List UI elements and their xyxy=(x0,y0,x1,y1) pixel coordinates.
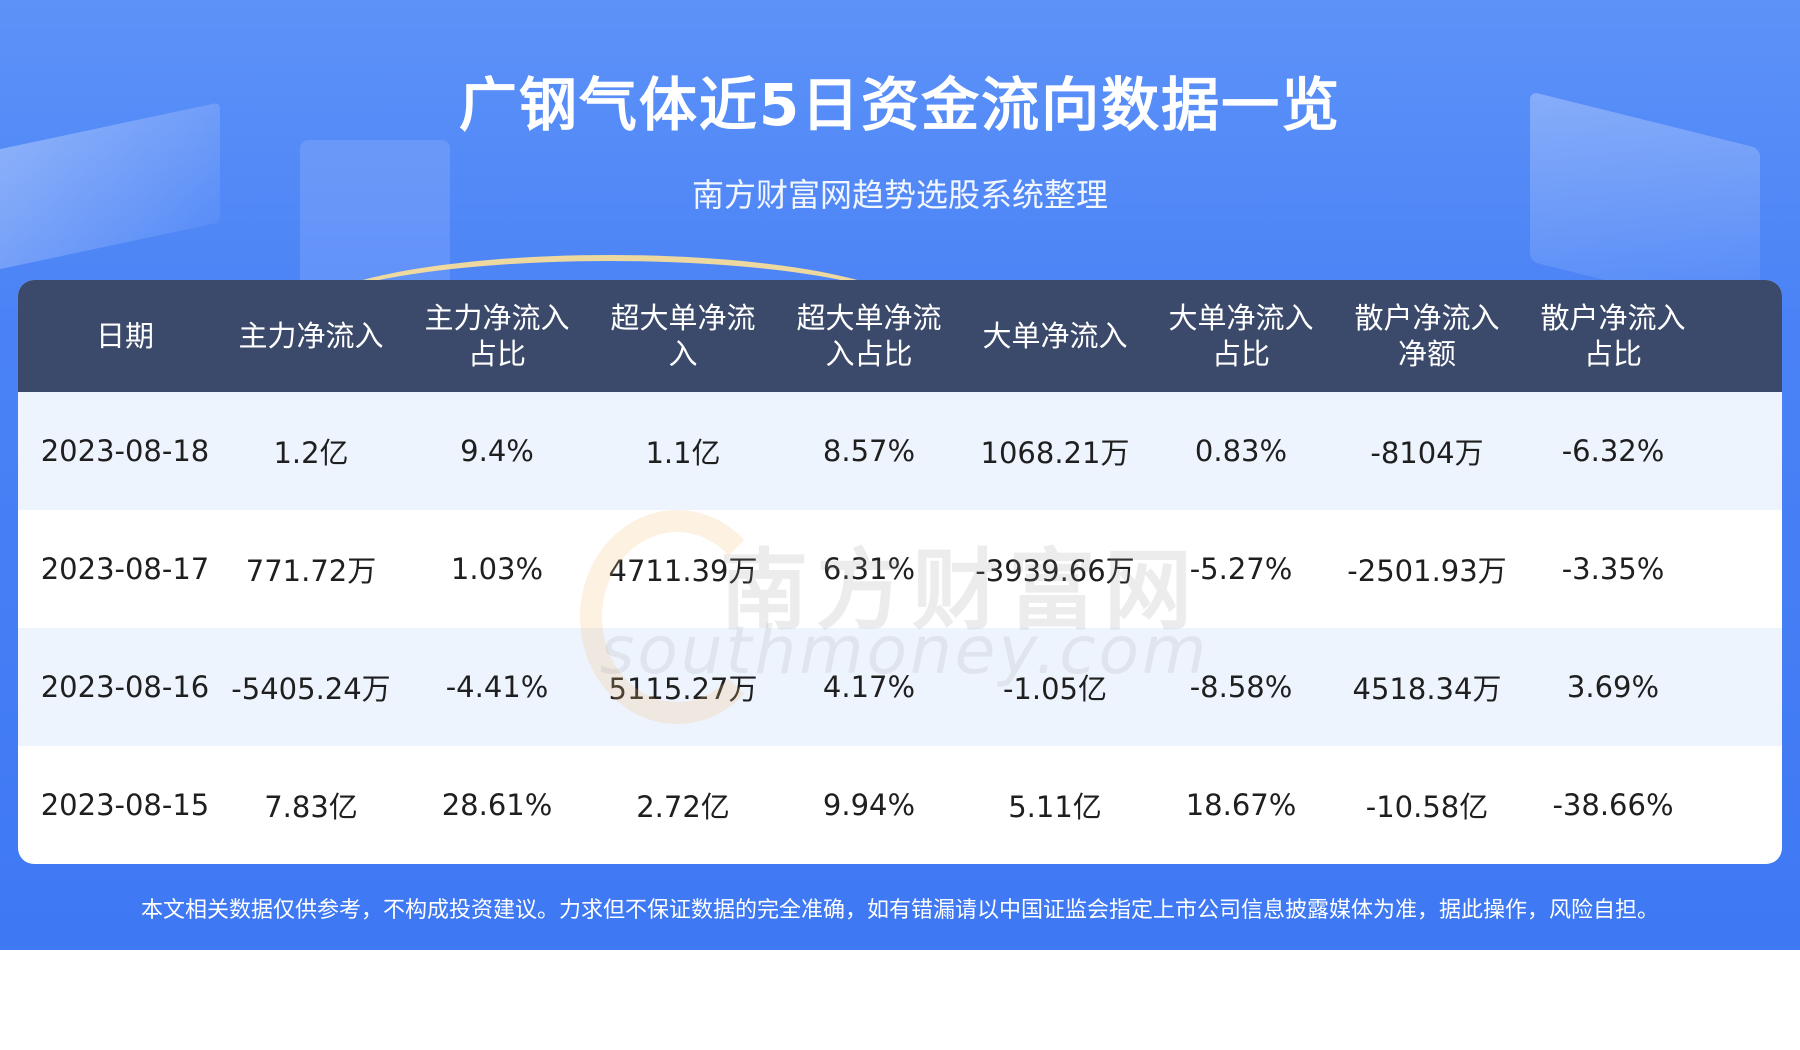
table-cell: 8.57% xyxy=(822,434,916,468)
table-cell: 4.17% xyxy=(822,670,916,704)
table-cell: 4518.34万 xyxy=(1352,672,1502,706)
data-table: 日期 主力净流入 主力净流入 占比 超大单净流 入 超大单净流 入占比 大单净流… xyxy=(18,280,1782,864)
table-cell: -1.05亿 xyxy=(1002,672,1108,706)
table-cell: -2501.93万 xyxy=(1347,554,1507,588)
table-row: 2023-08-15 7.83亿 28.61% 2.72亿 9.94% 5.11… xyxy=(18,746,1782,864)
column-header-retail-ratio: 散户净流入 占比 xyxy=(1540,301,1686,371)
table-cell: 6.31% xyxy=(822,552,916,586)
table-cell: 28.61% xyxy=(441,788,553,822)
table-row: 2023-08-17 771.72万 1.03% 4711.39万 6.31% … xyxy=(18,510,1782,628)
table-cell-date: 2023-08-15 xyxy=(40,788,210,822)
table-cell: 7.83亿 xyxy=(264,790,358,824)
table-cell-date: 2023-08-16 xyxy=(40,670,210,704)
column-header-main-inflow: 主力净流入 xyxy=(238,319,384,353)
table-cell: 18.67% xyxy=(1185,788,1297,822)
decor-arc xyxy=(300,255,920,381)
page-banner: 广钢气体近5日资金流向数据一览 南方财富网趋势选股系统整理 日期 主力净流入 主… xyxy=(0,0,1800,950)
table-cell: 5115.27万 xyxy=(608,672,758,706)
column-header-large-ratio: 大单净流入 占比 xyxy=(1168,301,1314,371)
column-header-xl-ratio: 超大单净流 入占比 xyxy=(796,301,942,371)
table-cell: -38.66% xyxy=(1552,788,1674,822)
disclaimer-text: 本文相关数据仅供参考，不构成投资建议。力求但不保证数据的完全准确，如有错漏请以中… xyxy=(140,898,1659,923)
page-subtitle: 南方财富网趋势选股系统整理 xyxy=(691,176,1108,214)
table-cell: 0.83% xyxy=(1194,434,1288,468)
table-cell: -10.58亿 xyxy=(1365,790,1489,824)
table-cell: -8.58% xyxy=(1189,670,1293,704)
table-header: 日期 主力净流入 主力净流入 占比 超大单净流 入 超大单净流 入占比 大单净流… xyxy=(18,280,1782,392)
column-header-main-ratio: 主力净流入 占比 xyxy=(424,301,570,371)
table-cell: 9.94% xyxy=(822,788,916,822)
column-header-xl-inflow: 超大单净流 入 xyxy=(610,301,756,371)
column-header-retail-inflow: 散户净流入 净额 xyxy=(1354,301,1500,371)
table-cell-date: 2023-08-18 xyxy=(40,434,210,468)
table-cell: 1068.21万 xyxy=(980,436,1130,470)
table-cell: 1.1亿 xyxy=(645,436,721,470)
table-cell: -8104万 xyxy=(1370,436,1484,470)
table-cell: 4711.39万 xyxy=(608,554,758,588)
table-row: 2023-08-16 -5405.24万 -4.41% 5115.27万 4.1… xyxy=(18,628,1782,746)
table-cell: 771.72万 xyxy=(245,554,377,588)
table-cell: -6.32% xyxy=(1561,434,1665,468)
page-title: 广钢气体近5日资金流向数据一览 xyxy=(458,71,1342,139)
table-cell: -5.27% xyxy=(1189,552,1293,586)
table-cell: 1.2亿 xyxy=(273,436,349,470)
table-cell: -5405.24万 xyxy=(231,672,391,706)
column-header-date: 日期 xyxy=(95,319,154,353)
table-cell: -3939.66万 xyxy=(975,554,1135,588)
table-cell: 2.72亿 xyxy=(636,790,730,824)
table-cell-date: 2023-08-17 xyxy=(40,552,210,586)
table-cell: 9.4% xyxy=(460,434,534,468)
decor-block-mid xyxy=(300,140,450,290)
table-cell: -3.35% xyxy=(1561,552,1665,586)
table-cell: 3.69% xyxy=(1566,670,1660,704)
table-row: 2023-08-18 1.2亿 9.4% 1.1亿 8.57% 1068.21万… xyxy=(18,392,1782,510)
table-cell: -4.41% xyxy=(445,670,549,704)
table-cell: 5.11亿 xyxy=(1008,790,1102,824)
table-cell: 1.03% xyxy=(450,552,544,586)
column-header-large-inflow: 大单净流入 xyxy=(982,319,1128,353)
